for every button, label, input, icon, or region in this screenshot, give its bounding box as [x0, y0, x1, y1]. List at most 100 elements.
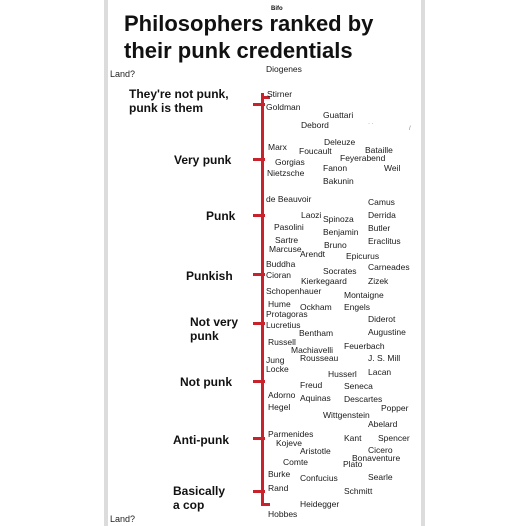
philosopher-name: Descartes — [344, 394, 383, 404]
philosopher-name: Goldman — [266, 102, 301, 112]
philosopher-name: Lacan — [368, 367, 392, 377]
philosopher-name: Jung — [266, 355, 285, 365]
philosopher-name: Burke — [268, 469, 291, 479]
philosopher-name: Confucius — [300, 473, 338, 483]
tier-label: Very punk — [174, 153, 232, 167]
philosopher-name: Gorgias — [275, 157, 305, 167]
philosopher-name: Abelard — [368, 419, 398, 429]
philosopher-name: Fanon — [323, 163, 348, 173]
philosopher-name: Marcuse — [269, 244, 302, 254]
philosopher-name: Pasolini — [274, 222, 304, 232]
philosopher-name: Cicero — [368, 445, 393, 455]
philosopher-name: Protagoras — [266, 309, 308, 319]
philosopher-name: Kojeve — [276, 438, 302, 448]
philosopher-name: Rousseau — [300, 353, 339, 363]
philosopher-name: Kierkegaard — [301, 276, 347, 286]
philosopher-name: Bentham — [299, 328, 334, 338]
philosopher-name: Bataille — [365, 145, 393, 155]
philosopher-name: Montaigne — [344, 290, 384, 300]
philosopher-name: Husserl — [328, 369, 357, 379]
axis-stub — [264, 96, 270, 99]
philosopher-name: Comte — [283, 457, 309, 467]
axis-tick — [253, 490, 265, 493]
philosopher-name: Stirner — [267, 89, 293, 99]
philosopher-name: Sartre — [275, 235, 299, 245]
axis-tick — [253, 322, 265, 325]
philosopher-name: Popper — [381, 403, 409, 413]
philosopher-name: Hegel — [268, 402, 291, 412]
axis-tick — [253, 380, 265, 383]
philosopher-name: Arendt — [300, 249, 326, 259]
philosopher-name: Diderot — [368, 314, 396, 324]
tier-label: Punkish — [186, 269, 233, 283]
philosopher-name: Augustine — [368, 327, 406, 337]
philosopher-name: Aristotle — [300, 446, 331, 456]
page-title: Philosophers ranked by their punk creden… — [124, 10, 404, 64]
axis-top-label: Land? — [110, 69, 136, 79]
philosopher-name: Bonaventure — [352, 453, 401, 463]
axis-stub — [264, 503, 270, 506]
philosopher-name: Searle — [368, 472, 393, 482]
tier-label: They're not punk, punk is them — [129, 87, 229, 115]
axis-tick — [253, 103, 265, 106]
axis-tick — [253, 273, 265, 276]
axis-tick — [253, 437, 265, 440]
philosopher-name: Schopenhauer — [266, 286, 322, 296]
axis-bottom-label: Land? — [110, 514, 136, 524]
philosopher-name: Rand — [268, 483, 289, 493]
axis-tick — [253, 214, 265, 217]
philosopher-name: Hume — [268, 299, 291, 309]
philosopher-name: Socrates — [323, 266, 357, 276]
right-border — [421, 0, 425, 526]
philosopher-name: Lucretius — [266, 320, 301, 330]
philosopher-name: Diogenes — [266, 64, 302, 74]
philosopher-name: de Beauvoir — [266, 194, 312, 204]
philosopher-name: Russell — [268, 337, 296, 347]
title-line-2: their punk credentials — [124, 38, 353, 63]
philosopher-name: Derrida — [368, 210, 396, 220]
philosopher-name: Wittgenstein — [323, 410, 370, 420]
philosopher-name: Kant — [344, 433, 362, 443]
philosopher-name: Deleuze — [324, 137, 356, 147]
philosopher-name: Epicurus — [346, 251, 380, 261]
philosopher-name: Heidegger — [300, 499, 340, 509]
philosopher-name: Bruno — [324, 240, 347, 250]
faint-mark: · · — [368, 121, 374, 127]
title-line-1: Philosophers ranked by — [124, 11, 374, 36]
philosopher-name: Camus — [368, 197, 395, 207]
philosopher-name: Seneca — [344, 381, 373, 391]
philosopher-name: Cioran — [266, 270, 292, 280]
philosopher-name: Machiavelli — [291, 345, 334, 355]
philosopher-name: Zizek — [368, 276, 389, 286]
philosopher-name: Locke — [266, 364, 289, 374]
philosopher-name: Nietzsche — [267, 168, 305, 178]
faint-mark: / — [409, 126, 411, 132]
philosopher-name: Feuerbach — [344, 341, 385, 351]
header-small-label: Bifo — [271, 6, 283, 12]
philosopher-name: Buddha — [266, 259, 296, 269]
philosopher-name: Plato — [343, 459, 363, 469]
tier-label: Anti-punk — [173, 433, 229, 447]
philosopher-name: Spencer — [378, 433, 410, 443]
tier-label: Not punk — [180, 375, 232, 389]
philosopher-name: Foucault — [299, 146, 332, 156]
tier-label: Punk — [206, 209, 236, 223]
philosopher-name: Butler — [368, 223, 391, 233]
left-border — [104, 0, 108, 526]
philosopher-name: Hobbes — [268, 509, 298, 519]
philosopher-name: Guattari — [323, 110, 354, 120]
philosopher-name: Spinoza — [323, 214, 354, 224]
philosopher-name: Marx — [268, 142, 287, 152]
philosopher-name: Freud — [300, 380, 323, 390]
tier-label: Not very punk — [190, 315, 239, 343]
philosopher-name: Weil — [384, 163, 401, 173]
philosopher-name: J. S. Mill — [368, 353, 401, 363]
philosopher-name: Ockham — [300, 302, 332, 312]
axis-tick — [253, 158, 265, 161]
ranking-axis — [261, 93, 264, 506]
philosopher-name: Feyerabend — [340, 153, 386, 163]
philosopher-name: Benjamin — [323, 227, 359, 237]
philosopher-name: Debord — [301, 120, 329, 130]
philosopher-name: Bakunin — [323, 176, 354, 186]
